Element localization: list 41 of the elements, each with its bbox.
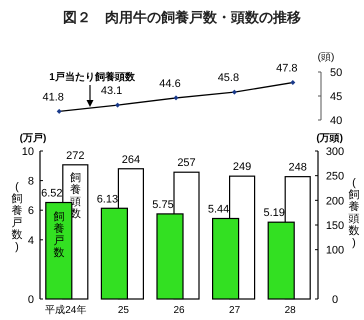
- data-label: 45.8: [218, 72, 240, 84]
- series-label: 1戸当たり飼養頭数: [49, 71, 136, 83]
- data-label: 43.1: [100, 85, 122, 98]
- series-label: 飼養戸数: [53, 211, 64, 259]
- y2-tick-label: 300: [326, 146, 344, 158]
- data-label: 5.19: [263, 207, 285, 220]
- y-tick-label: 50: [330, 67, 342, 79]
- data-label: 249: [232, 161, 252, 174]
- data-label: 257: [177, 157, 196, 170]
- y-tick-label: 6: [28, 205, 34, 218]
- y-axis-title: (飼養戸数): [12, 181, 22, 253]
- y-tick-label: 45: [330, 91, 342, 103]
- y-tick-label: 8: [28, 176, 34, 188]
- y-axis-title: (頭): [318, 52, 334, 63]
- data-label: 41.8: [42, 91, 64, 104]
- text: (万頭): [316, 133, 343, 144]
- x-tick-label: 26: [173, 305, 185, 316]
- data-label: 248: [288, 162, 307, 174]
- y2-tick-label: 200: [326, 195, 344, 208]
- y2-tick-label: 150: [326, 220, 344, 232]
- y-tick-label: 10: [22, 146, 34, 158]
- data-label: 272: [66, 150, 84, 162]
- x-tick-label: 27: [229, 305, 241, 316]
- text: (万戸): [20, 133, 46, 144]
- y2-tick-label: 100: [326, 244, 344, 257]
- y2-axis-title: (飼養頭数): [348, 177, 360, 249]
- chart-title: 図２ 肉用牛の飼養戸数・頭数の推移: [63, 9, 301, 25]
- x-tick-label: 25: [118, 305, 130, 316]
- x-tick-label: 平成24年: [45, 304, 86, 316]
- y-tick-label: 40: [330, 115, 342, 127]
- y2-tick-label: 250: [326, 170, 344, 183]
- y-tick-label: 0: [28, 294, 34, 306]
- data-label: 5.44: [208, 203, 230, 216]
- data-label: 6.13: [96, 193, 118, 206]
- x-tick-label: 28: [284, 305, 296, 316]
- data-label: 47.8: [276, 62, 298, 75]
- data-label: 6.52: [41, 188, 63, 200]
- data-label: 44.6: [159, 78, 181, 90]
- data-label: 264: [122, 154, 140, 166]
- y-tick-label: 4: [28, 234, 34, 247]
- data-label: 5.75: [152, 198, 174, 211]
